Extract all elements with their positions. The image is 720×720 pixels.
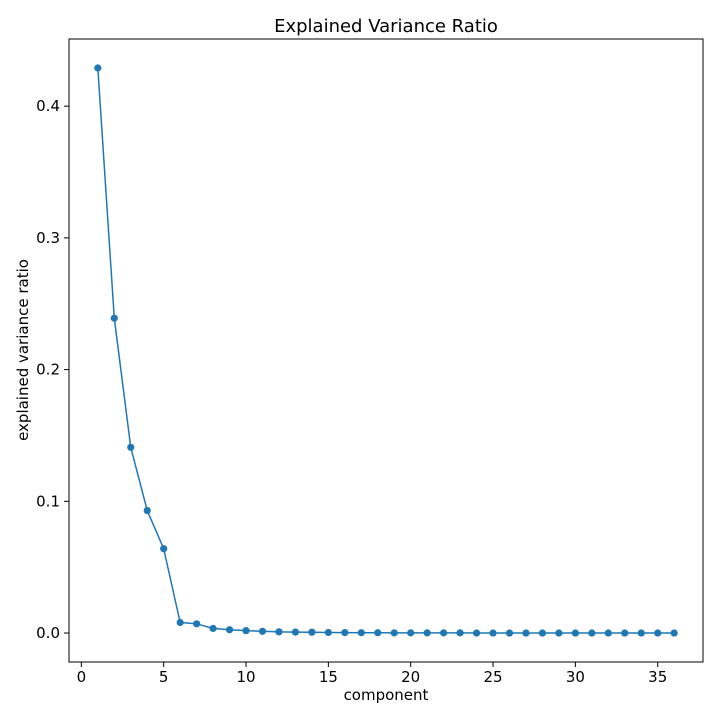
data-point [94, 64, 102, 72]
plot-area: 0 5 10 15 20 25 30 35 0.0 0.1 0.2 0.3 0.4 [36, 38, 704, 686]
data-point [440, 629, 448, 637]
data-point [110, 314, 118, 322]
x-tick-label: 10 [236, 668, 255, 686]
data-point [291, 628, 300, 636]
y-tick-label: 0.1 [36, 492, 60, 510]
data-point [209, 624, 217, 633]
data-point [571, 629, 579, 637]
chart-title: Explained Variance Ratio [274, 16, 498, 37]
data-point [621, 629, 629, 637]
data-point [341, 629, 349, 637]
axes-frame [68, 38, 704, 663]
y-tick-label: 0.3 [36, 229, 60, 247]
data-point [423, 629, 431, 637]
data-point [160, 545, 168, 553]
data-point [456, 629, 464, 637]
data-point [193, 620, 201, 628]
data-point [670, 629, 678, 637]
data-point [258, 627, 267, 635]
data-point [225, 626, 234, 634]
x-tick-label: 25 [483, 668, 502, 686]
data-point [472, 629, 481, 637]
data-point [538, 629, 547, 637]
y-tick-label: 0.0 [36, 624, 60, 642]
x-tick-label: 5 [159, 668, 169, 686]
y-tick-label: 0.4 [36, 97, 60, 115]
x-tick-label: 35 [648, 668, 667, 686]
data-point [176, 618, 184, 627]
data-point [357, 629, 365, 637]
y-tick-label: 0.2 [36, 361, 60, 379]
data-point [489, 629, 497, 637]
x-tick-label: 30 [566, 668, 585, 686]
x-axis-label: component [344, 686, 429, 704]
x-tick-label: 0 [77, 668, 87, 686]
data-point [654, 629, 662, 637]
data-point [308, 628, 316, 636]
data-point [390, 629, 398, 637]
data-point [522, 629, 530, 637]
y-axis-label: explained variance ratio [14, 259, 32, 441]
data-point [505, 629, 514, 637]
data-point [555, 629, 563, 637]
x-tick-label: 15 [319, 668, 338, 686]
data-point [324, 628, 332, 637]
data-point [637, 629, 645, 637]
data-point [604, 629, 612, 637]
data-point [374, 629, 382, 637]
data-point [275, 628, 283, 636]
data-point [407, 629, 415, 637]
data-point [143, 506, 151, 515]
data-point [588, 629, 596, 637]
data-point [127, 443, 135, 451]
data-point [242, 627, 250, 635]
x-tick-label: 20 [401, 668, 420, 686]
